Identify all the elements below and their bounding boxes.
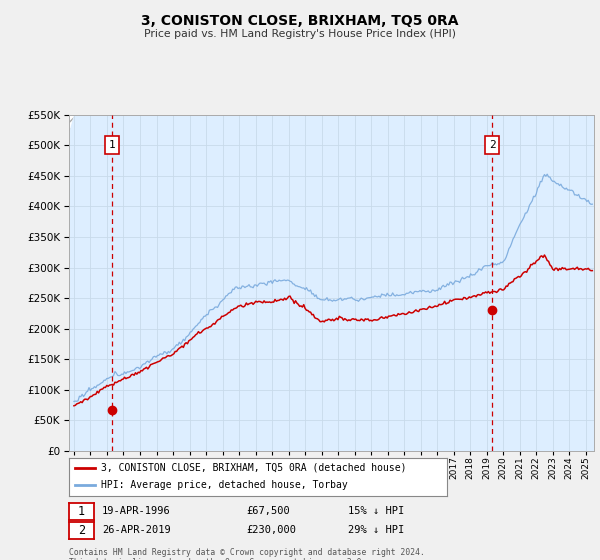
Text: HPI: Average price, detached house, Torbay: HPI: Average price, detached house, Torb… (101, 480, 348, 491)
Polygon shape (69, 115, 74, 133)
Text: 2: 2 (489, 141, 496, 150)
Text: 1: 1 (78, 505, 85, 518)
Text: £230,000: £230,000 (246, 525, 296, 535)
Text: 26-APR-2019: 26-APR-2019 (102, 525, 171, 535)
Text: 3, CONISTON CLOSE, BRIXHAM, TQ5 0RA: 3, CONISTON CLOSE, BRIXHAM, TQ5 0RA (141, 14, 459, 28)
Text: 1: 1 (109, 141, 115, 150)
Text: 3, CONISTON CLOSE, BRIXHAM, TQ5 0RA (detached house): 3, CONISTON CLOSE, BRIXHAM, TQ5 0RA (det… (101, 463, 407, 473)
Text: Contains HM Land Registry data © Crown copyright and database right 2024.
This d: Contains HM Land Registry data © Crown c… (69, 548, 425, 560)
Text: 19-APR-1996: 19-APR-1996 (102, 506, 171, 516)
Text: Price paid vs. HM Land Registry's House Price Index (HPI): Price paid vs. HM Land Registry's House … (144, 29, 456, 39)
Text: 29% ↓ HPI: 29% ↓ HPI (348, 525, 404, 535)
Text: £67,500: £67,500 (246, 506, 290, 516)
Text: 15% ↓ HPI: 15% ↓ HPI (348, 506, 404, 516)
Text: 2: 2 (78, 524, 85, 537)
